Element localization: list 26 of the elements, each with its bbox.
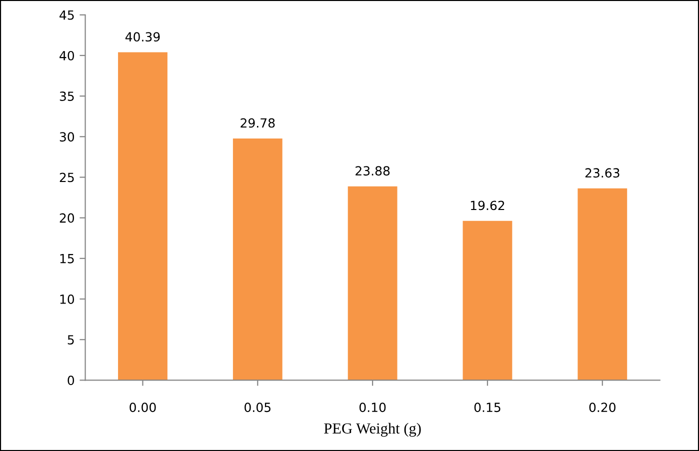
y-tick-label: 25 (60, 172, 74, 182)
y-tick-label: 35 (60, 92, 74, 101)
y-tick-label: 15 (60, 254, 74, 264)
data-label: 29.78 (240, 118, 275, 128)
x-tick-label: 0.05 (244, 402, 270, 412)
x-tick-label: 0.20 (589, 402, 616, 412)
bar (232, 138, 282, 380)
data-label: 23.88 (356, 166, 390, 176)
y-tick-label: 30 (60, 132, 74, 142)
y-tick-label: 40 (60, 50, 74, 60)
bar (462, 220, 512, 380)
y-tick-label: 20 (60, 213, 74, 223)
bar (578, 188, 628, 380)
y-tick-label: 0 (68, 376, 74, 386)
y-tick-label: 45 (60, 10, 74, 20)
bar (118, 52, 168, 380)
x-tick-label: 0.00 (130, 402, 156, 412)
data-label: 19.62 (470, 200, 504, 210)
bar (348, 186, 398, 380)
x-tick-label: 0.10 (359, 402, 386, 412)
x-axis-title: PEG Weight (g) (324, 422, 421, 437)
x-tick-label: 0.15 (474, 402, 500, 412)
data-label: 40.39 (125, 32, 160, 42)
y-tick-label: 5 (68, 335, 74, 345)
y-tick-label: 10 (60, 294, 74, 304)
data-label: 23.63 (585, 168, 620, 178)
